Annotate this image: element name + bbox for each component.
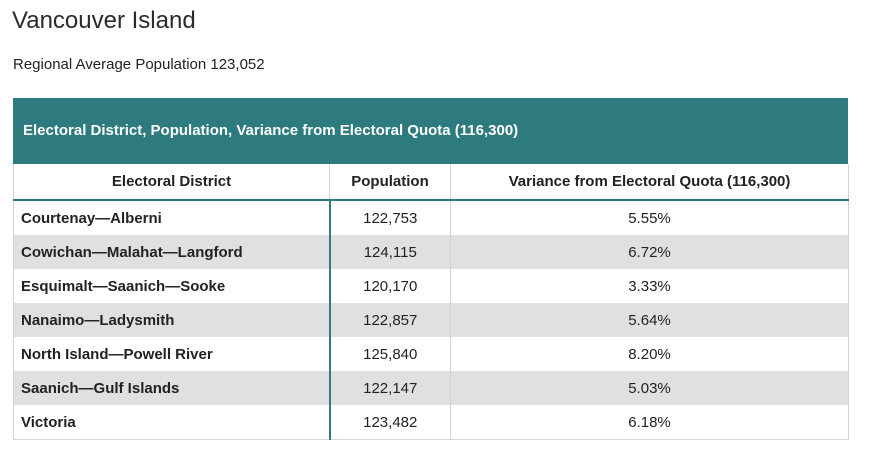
column-header-population: Population: [329, 164, 451, 201]
table-row: North Island—Powell River 125,840 8.20%: [13, 337, 849, 371]
table-row: Esquimalt—Saanich—Sooke 120,170 3.33%: [13, 269, 849, 303]
district-name: Nanaimo—Ladysmith: [13, 303, 331, 337]
column-header-district: Electoral District: [13, 164, 330, 201]
variance-value: 8.20%: [450, 337, 849, 371]
table-row: Courtenay—Alberni 122,753 5.55%: [13, 200, 849, 235]
population-value: 120,170: [329, 269, 451, 303]
population-value: 122,753: [329, 200, 451, 235]
table-row: Cowichan—Malahat—Langford 124,115 6.72%: [13, 235, 849, 269]
table-row: Nanaimo—Ladysmith 122,857 5.64%: [13, 303, 849, 337]
district-name: Victoria: [13, 405, 331, 440]
population-value: 123,482: [329, 405, 451, 440]
population-value: 125,840: [329, 337, 451, 371]
regional-average-subtitle: Regional Average Population 123,052: [13, 56, 265, 73]
electoral-district-table: Electoral District Population Variance f…: [13, 164, 849, 440]
variance-value: 5.03%: [450, 371, 849, 405]
population-value: 124,115: [329, 235, 451, 269]
population-value: 122,857: [329, 303, 451, 337]
table-row: Saanich—Gulf Islands 122,147 5.03%: [13, 371, 849, 405]
variance-value: 6.18%: [450, 405, 849, 440]
variance-value: 6.72%: [450, 235, 849, 269]
electoral-table-container: Electoral District, Population, Variance…: [13, 98, 849, 440]
variance-value: 3.33%: [450, 269, 849, 303]
district-name: Saanich—Gulf Islands: [13, 371, 331, 405]
page-title: Vancouver Island: [12, 7, 196, 34]
district-name: Cowichan—Malahat—Langford: [13, 235, 331, 269]
population-value: 122,147: [329, 371, 451, 405]
table-caption: Electoral District, Population, Variance…: [13, 98, 848, 164]
district-name: Courtenay—Alberni: [13, 200, 331, 235]
table-row: Victoria 123,482 6.18%: [13, 405, 849, 440]
district-name: North Island—Powell River: [13, 337, 331, 371]
variance-value: 5.64%: [450, 303, 849, 337]
table-header-row: Electoral District Population Variance f…: [13, 164, 849, 201]
column-header-variance: Variance from Electoral Quota (116,300): [450, 164, 849, 201]
district-name: Esquimalt—Saanich—Sooke: [13, 269, 331, 303]
variance-value: 5.55%: [450, 200, 849, 235]
